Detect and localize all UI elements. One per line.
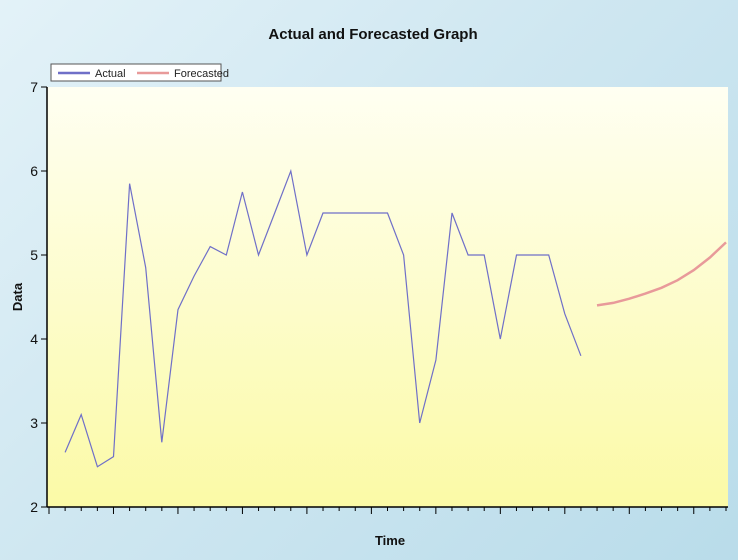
series-line-actual bbox=[64, 168, 582, 468]
legend-label-forecasted: Forecasted bbox=[174, 68, 229, 80]
y-tick-label: 7 bbox=[30, 79, 38, 95]
chart-title: Actual and Forecasted Graph bbox=[268, 26, 477, 43]
y-tick-label: 6 bbox=[30, 163, 38, 179]
y-tick-label: 4 bbox=[30, 331, 38, 347]
y-ticks: 2 3 4 5 6 7 bbox=[30, 79, 47, 515]
y-tick-label: 3 bbox=[30, 415, 38, 431]
x-axis-label: Time bbox=[375, 533, 405, 548]
series-layer bbox=[64, 168, 727, 468]
plot-area bbox=[47, 87, 728, 507]
legend-box bbox=[50, 63, 222, 82]
y-tick-label: 2 bbox=[30, 499, 38, 515]
y-tick-label: 5 bbox=[30, 247, 38, 263]
series-line-forecasted bbox=[596, 241, 727, 307]
legend: Actual Forecasted bbox=[50, 63, 229, 82]
y-axis-label: Data bbox=[10, 282, 25, 311]
legend-label-actual: Actual bbox=[95, 68, 126, 80]
x-ticks bbox=[48, 507, 727, 514]
